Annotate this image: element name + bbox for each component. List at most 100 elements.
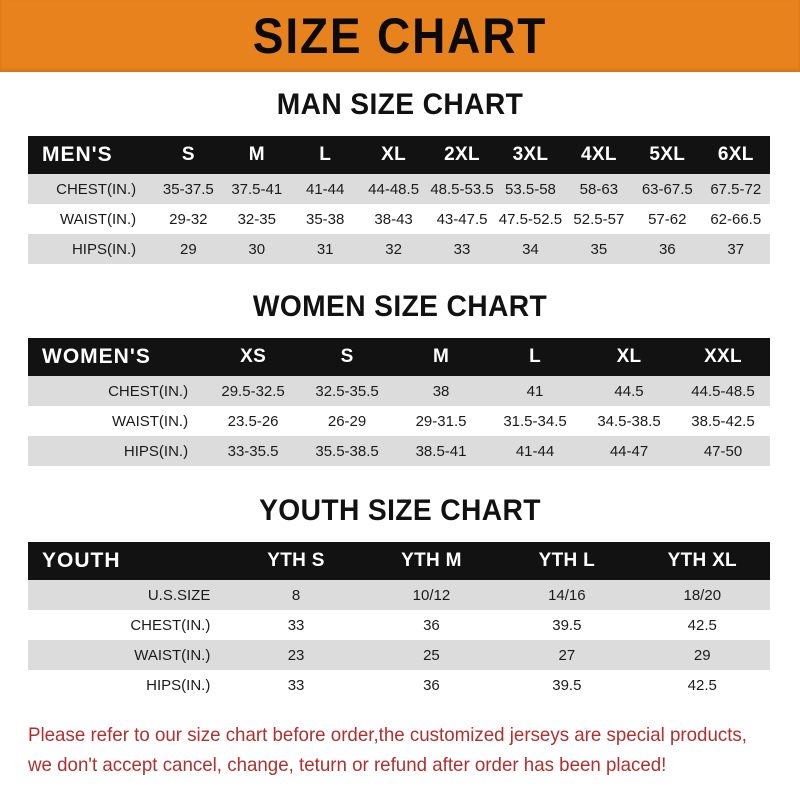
measurement-value: 35	[590, 240, 608, 258]
measurement-value: 30	[248, 240, 266, 258]
section-title-man: MAN SIZE CHART	[276, 88, 524, 121]
measurement-value: 10/12	[412, 586, 451, 604]
section-youth: YOUTH SIZE CHART YOUTH YTH S YTH M YTH L YTH …	[0, 494, 800, 700]
measurement-label: HIPS(IN.)	[71, 240, 137, 258]
size-header-cell: XL	[381, 144, 407, 165]
measurement-value: 42.5	[687, 616, 717, 634]
measurement-value: 57-62	[648, 210, 687, 228]
measurement-value: 29-32	[169, 210, 208, 228]
measurement-value: 35.5-38.5	[315, 442, 379, 460]
measurement-value: 67.5-72	[710, 180, 762, 198]
table-corner-label-youth: YOUTH	[42, 549, 121, 572]
size-header-cell: 3XL	[512, 144, 549, 165]
measurement-label: WAIST(IN.)	[111, 412, 189, 430]
measurement-value: 36	[423, 616, 440, 634]
measurement-value: 33	[287, 616, 305, 634]
measurement-value: 62-66.5	[710, 210, 762, 228]
measurement-value: 39.5	[552, 676, 582, 694]
measurement-value: 47-50	[703, 442, 743, 460]
order-notice-line-1: Please refer to our size chart before or…	[28, 724, 747, 746]
measurement-value: 14/16	[548, 586, 586, 604]
size-header-cell: XS	[240, 346, 267, 367]
measurement-value: 58-63	[579, 180, 619, 198]
size-table-youth: YOUTH YTH S YTH M YTH L YTH XL U.S.SIZE 8 10/12…	[28, 542, 770, 700]
measurement-value: 43-47.5	[436, 210, 488, 228]
table-row: CHEST(IN.) 29.5-32.5 32.5-35.5 38 41 44.5 44.5…	[28, 376, 770, 406]
measurement-value: 52.5-57	[573, 210, 625, 228]
table-row: U.S.SIZE 8 10/12 14/16 18/20	[28, 580, 770, 610]
measurement-value: 34	[522, 240, 539, 258]
measurement-value: 31	[316, 240, 334, 258]
size-header-cell: S	[181, 144, 195, 165]
size-header-cell: M	[432, 346, 450, 367]
measurement-label: HIPS(IN.)	[146, 676, 211, 694]
measurement-value: 34.5-38.5	[597, 412, 661, 430]
measurement-value: 44-48.5	[368, 180, 420, 198]
measurement-value: 36	[423, 676, 440, 694]
size-header-cell: YTH S	[267, 550, 325, 571]
section-women: WOMEN SIZE CHART WOMEN'S XS S M L XL XXL CHEST(I…	[0, 290, 800, 466]
table-header-row-women: WOMEN'S XS S M L XL XXL	[28, 338, 770, 376]
measurement-value: 48.5-53.5	[430, 180, 494, 198]
size-table-women: WOMEN'S XS S M L XL XXL CHEST(IN.) 29.5-32.5 32.5…	[28, 338, 770, 466]
table-corner-label-women: WOMEN'S	[42, 345, 151, 368]
measurement-value: 32-35	[237, 210, 276, 228]
size-header-cell: YTH XL	[667, 550, 737, 571]
measurement-value: 38-43	[374, 210, 413, 228]
measurement-label: WAIST(IN.)	[134, 646, 211, 664]
size-header-cell: XL	[616, 346, 642, 367]
size-header-cell: XXL	[704, 346, 742, 367]
measurement-value: 42.5	[687, 676, 717, 694]
measurement-value: 25	[423, 646, 440, 664]
measurement-value: 33	[287, 676, 305, 694]
size-header-cell: L	[319, 144, 332, 165]
measurement-label: CHEST(IN.)	[130, 616, 211, 634]
measurement-value: 29-31.5	[415, 412, 467, 430]
order-notice-line-2: we don't accept cancel, change, teturn o…	[28, 754, 667, 777]
measurement-value: 18/20	[683, 586, 722, 604]
measurement-value: 47.5-52.5	[498, 210, 563, 228]
measurement-label: CHEST(IN.)	[56, 180, 137, 198]
measurement-value: 37	[727, 240, 745, 258]
measurement-value: 26-29	[327, 412, 367, 430]
measurement-value: 29.5-32.5	[221, 382, 285, 400]
table-row: WAIST(IN.) 29-32 32-35 35-38 38-43 43-47.5 47.…	[28, 204, 770, 234]
table-row: CHEST(IN.) 35-37.5 37.5-41 41-44 44-48.5 48.5…	[28, 174, 770, 204]
section-title-youth: YOUTH SIZE CHART	[259, 494, 541, 527]
table-row: CHEST(IN.) 33 36 39.5 42.5	[28, 610, 770, 640]
table-row: WAIST(IN.) 23 25 27 29	[28, 640, 770, 670]
measurement-value: 41-44	[515, 442, 555, 460]
size-header-cell: 6XL	[717, 144, 754, 165]
measurement-value: 39.5	[552, 616, 582, 634]
measurement-value: 53.5-58	[505, 180, 556, 198]
size-chart-banner: SIZE CHART	[0, 0, 800, 72]
table-header-row-man: MEN'S S M L XL 2XL 3XL 4XL 5XL 6XL	[28, 136, 770, 174]
measurement-label: HIPS(IN.)	[123, 442, 189, 460]
measurement-value: 33	[453, 240, 471, 258]
measurement-value: 38.5-41	[415, 442, 467, 460]
measurement-value: 41	[526, 382, 544, 400]
table-header-row-youth: YOUTH YTH S YTH M YTH L YTH XL	[28, 542, 770, 580]
size-header-cell: 2XL	[444, 144, 480, 165]
measurement-value: 35-37.5	[162, 180, 214, 198]
measurement-value: 33-35.5	[227, 442, 279, 460]
measurement-value: 32.5-35.5	[315, 382, 379, 400]
measurement-value: 37.5-41	[231, 180, 283, 198]
measurement-value: 44.5	[614, 382, 644, 400]
measurement-value: 23	[287, 646, 305, 664]
section-title-women: WOMEN SIZE CHART	[252, 290, 548, 323]
measurement-value: 36	[658, 240, 676, 258]
table-corner-label-man: MEN'S	[42, 143, 113, 166]
measurement-value: 35-38	[305, 210, 345, 228]
size-header-cell: L	[529, 346, 541, 367]
measurement-label: WAIST(IN.)	[60, 210, 137, 228]
size-header-cell: YTH M	[401, 550, 462, 571]
size-header-cell: YTH L	[538, 550, 596, 571]
measurement-value: 8	[291, 586, 301, 604]
measurement-value: 32	[385, 240, 402, 258]
measurement-label: U.S.SIZE	[147, 586, 211, 604]
measurement-value: 44-47	[609, 442, 649, 460]
table-row: HIPS(IN.) 29 30 31 32 33 34 35 36 37	[28, 234, 770, 264]
measurement-value: 29	[693, 646, 711, 664]
size-chart-sections: MAN SIZE CHART MEN'S S M L XL 2XL 3XL 4XL 5XL 6XL C…	[0, 88, 800, 700]
